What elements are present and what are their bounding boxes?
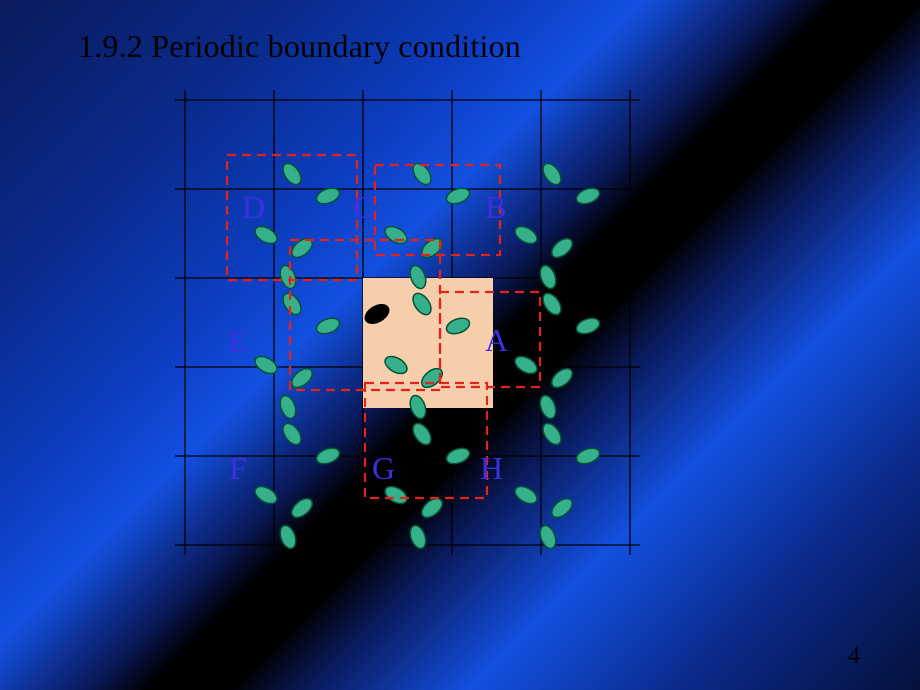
- particle: [252, 223, 280, 247]
- cell-label: G: [372, 450, 395, 486]
- cell-label: C: [353, 189, 374, 225]
- periodic-boundary-diagram: D C B E A F G H: [185, 100, 630, 545]
- particle: [512, 353, 540, 377]
- particle: [409, 420, 434, 448]
- cell-label: E: [228, 323, 248, 359]
- particle: [288, 365, 315, 391]
- page-number: 4: [848, 643, 860, 670]
- particle: [382, 483, 410, 507]
- center-cell: [363, 278, 493, 408]
- particle: [314, 315, 341, 336]
- particle: [277, 263, 298, 290]
- particle: [512, 223, 540, 247]
- particle: [279, 420, 304, 448]
- particle: [539, 290, 564, 318]
- particle: [252, 353, 280, 377]
- cell-label: D: [242, 189, 265, 225]
- particle: [277, 393, 298, 420]
- particle: [279, 160, 304, 188]
- particle: [252, 483, 280, 507]
- particle: [574, 315, 601, 336]
- particle: [382, 223, 410, 247]
- particle: [574, 445, 601, 466]
- cell-label: F: [229, 450, 247, 486]
- cell-label: H: [480, 450, 503, 486]
- cell-label: B: [485, 189, 506, 225]
- particle: [279, 290, 304, 318]
- particle: [512, 483, 540, 507]
- particle: [548, 235, 575, 261]
- particle: [288, 495, 315, 521]
- particle: [548, 495, 575, 521]
- particle: [539, 420, 564, 448]
- particle: [444, 445, 471, 466]
- particle: [418, 235, 445, 261]
- particle: [548, 365, 575, 391]
- particle: [539, 160, 564, 188]
- slide-title: 1.9.2 Periodic boundary condition: [78, 28, 521, 65]
- cell-label: A: [485, 322, 508, 358]
- particle: [288, 235, 315, 261]
- particle: [314, 445, 341, 466]
